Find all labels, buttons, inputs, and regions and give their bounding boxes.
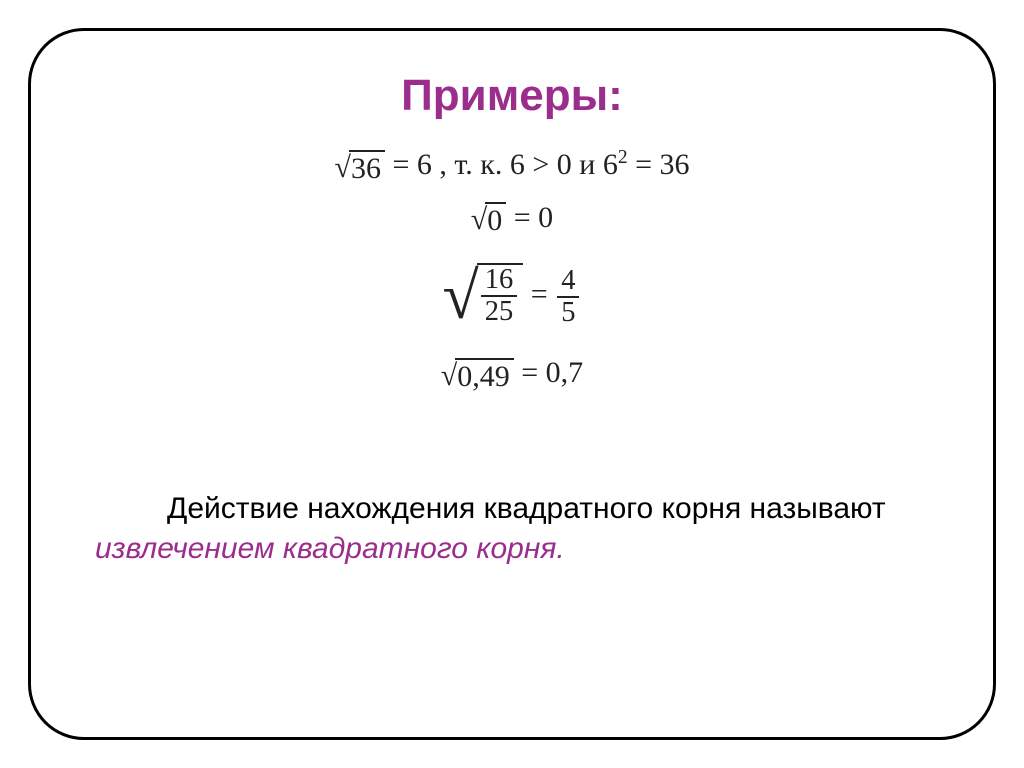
sqrt-fraction: √ 16 25 [443, 263, 524, 330]
math-block: √ 36 = 6 , т. к. 6 > 0 и 62 = 36 √ 0 = 0 [91, 139, 933, 401]
math-line-1: √ 36 = 6 , т. к. 6 > 0 и 62 = 36 [91, 139, 933, 193]
eq-text: = [392, 148, 416, 181]
radicand: 0 [485, 202, 506, 237]
slide-title: Примеры: [91, 71, 933, 121]
numerator: 16 [481, 265, 518, 295]
sqrt-36: √ 36 [335, 150, 385, 185]
fraction-4-5: 4 5 [557, 266, 579, 328]
condition: 6 > 0 [510, 148, 572, 181]
denominator: 5 [557, 296, 579, 328]
pow-result: = 36 [635, 148, 689, 181]
conjunction: и [579, 148, 603, 181]
eq-result: = 0 [514, 201, 553, 234]
math-line-4: √ 0,49 = 0,7 [91, 348, 933, 401]
pow-base: 6 [603, 148, 618, 181]
body-emphasis: извлечением квадратного корня. [95, 532, 565, 565]
math-line-2: √ 0 = 0 [91, 193, 933, 246]
fraction-16-25: 16 25 [481, 265, 518, 327]
radicand-fraction: 16 25 [477, 263, 524, 330]
radicand: 0,49 [455, 358, 514, 393]
pow-exp: 2 [618, 147, 628, 168]
body-plain: Действие нахождения квадратного корня на… [167, 492, 886, 525]
body-paragraph: Действие нахождения квадратного корня на… [95, 489, 929, 570]
note-prefix: , т. к. [439, 148, 509, 181]
sqrt-0: √ 0 [471, 202, 506, 237]
radical-icon: √ [443, 267, 479, 326]
denominator: 25 [481, 295, 518, 327]
radicand: 36 [349, 150, 385, 185]
eq-result: = 0,7 [521, 356, 583, 389]
numerator: 4 [557, 266, 579, 296]
slide-frame: Примеры: √ 36 = 6 , т. к. 6 > 0 и 62 = 3… [28, 28, 996, 740]
sqrt-049: √ 0,49 [441, 358, 514, 393]
sqrt-result: 6 [417, 148, 432, 181]
eq-text: = [531, 278, 555, 311]
math-line-3: √ 16 25 = 4 5 [91, 255, 933, 338]
